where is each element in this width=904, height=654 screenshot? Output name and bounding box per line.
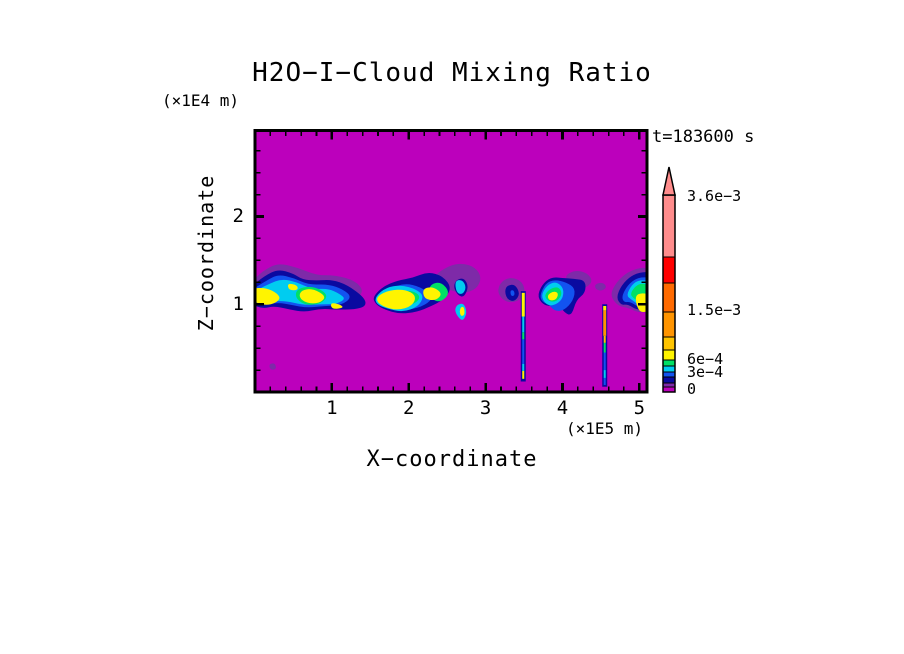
x-axis-title: X−coordinate: [366, 447, 538, 472]
colorbar-label: 1.5e−3: [687, 301, 742, 319]
contour-field: [256, 132, 646, 391]
x-tick-label: 5: [633, 397, 646, 419]
z-tick-label: 1: [232, 293, 244, 316]
colorbar: [662, 166, 676, 393]
colorbar-label: 0: [687, 380, 697, 398]
colorbar-segment: [662, 382, 676, 388]
x-axis-unit-note: (×1E5 m): [566, 419, 644, 438]
x-tick-label: 1: [326, 397, 338, 419]
field-background: [256, 132, 646, 391]
cloud-blob-cyan: [455, 280, 466, 294]
plot-frame: [253, 129, 649, 394]
cloud-blob-yellow: [547, 291, 558, 301]
cloud-blob-yellow: [459, 306, 465, 316]
chart-title: H2O−I−Cloud Mixing Ratio: [252, 58, 652, 88]
axis-ticks: [255, 130, 647, 392]
cloud-blob-blue: [510, 290, 515, 296]
cloud-blob-yellow: [256, 287, 280, 305]
colorbar-segment: [662, 365, 676, 373]
colorbar-segment: [662, 194, 676, 258]
colorbar-segment: [662, 376, 676, 384]
x-tick-label: 3: [479, 397, 492, 419]
cloud-blob-yellow: [635, 293, 646, 313]
z-axis-unit-note: (×1E4 m): [162, 91, 240, 110]
cloud-blob-purple: [269, 363, 276, 370]
colorbar-overflow-arrow: [662, 166, 676, 196]
cloud-blob-yellow: [377, 289, 415, 310]
colorbar-segment: [662, 311, 676, 338]
colorbar-segment: [662, 282, 676, 313]
colorbar-label: 3e−4: [687, 363, 724, 381]
cloud-blob-yellow: [423, 287, 441, 301]
x-tick-label: 4: [556, 397, 569, 419]
colorbar-segment: [662, 256, 676, 284]
colorbar-label: 3.6e−3: [687, 187, 742, 205]
x-tick-label: 2: [402, 397, 415, 419]
colorbar-segment: [662, 349, 676, 361]
colorbar-label: 6e−4: [687, 350, 724, 368]
cloud-blob-purple: [595, 282, 606, 291]
cloud-blob-yellow: [287, 283, 298, 291]
colorbar-segment: [662, 371, 676, 378]
colorbar-segment: [662, 336, 676, 351]
z-tick-label: 2: [232, 205, 244, 228]
cloud-blob-yellow: [299, 289, 325, 304]
cloud-blob-yellow: [330, 303, 343, 309]
colorbar-segment: [662, 359, 676, 367]
time-annotation: t=183600 s: [652, 127, 755, 147]
